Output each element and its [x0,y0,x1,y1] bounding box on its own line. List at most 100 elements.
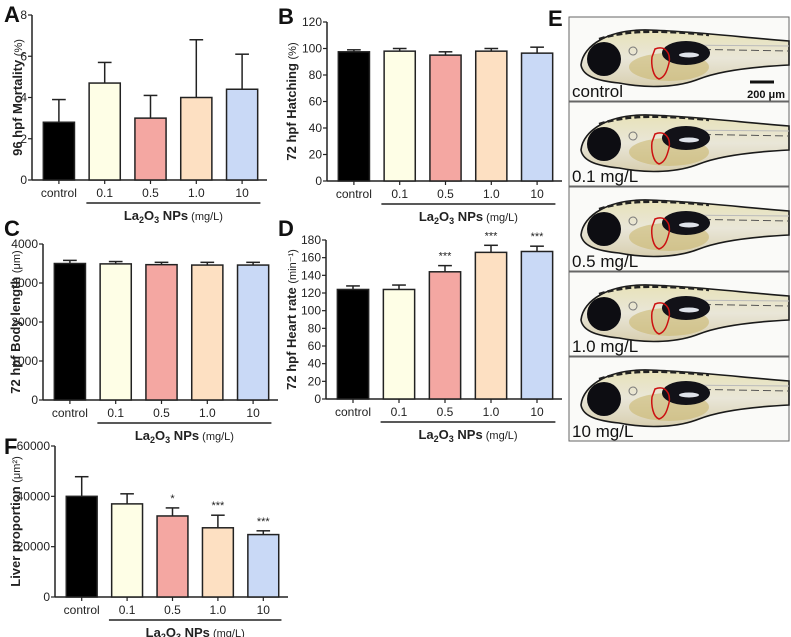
bar-control [65,495,98,598]
scale-bar-label: 200 μm [747,89,785,101]
liver-outline [651,47,671,80]
x-tick-label: 0.1 [391,405,408,419]
panel-label: E [548,6,563,31]
concentration-label: 0.1 mg/L [572,167,638,186]
bar-0.5 [134,117,167,181]
panel-label: C [4,216,20,241]
bar-0.5 [145,263,178,401]
y-tick-label: 20 [308,374,322,388]
bar-1.0 [474,50,508,182]
y-axis-label: 72 hpf Body length (μm) [8,250,23,393]
x-tick-label: 10 [530,405,544,419]
y-tick-label: 4000 [11,237,38,251]
panel-label: A [4,2,20,27]
liver-outline [651,387,671,420]
bar-control [336,288,370,400]
panel-label: D [278,216,294,241]
x-tick-label: control [335,405,371,419]
bar-1.0 [179,96,213,181]
bar-0.1 [110,503,144,598]
y-tick-label: 20 [309,148,323,162]
y-tick-label: 0 [314,392,321,406]
otic-vesicle [628,216,638,226]
otic-vesicle [628,386,638,396]
bladder-highlight [679,222,699,228]
panel-label: B [278,4,294,29]
bladder-highlight [679,392,699,398]
y-tick-label: 0 [315,174,322,188]
eye [587,42,621,76]
y-tick-label: 2000 [11,315,38,329]
significance-marker: *** [531,231,545,243]
x-group-label: La2O3 NPs (mg/L) [146,625,245,637]
y-tick-label: 6 [20,49,27,63]
x-tick-label: 1.0 [483,187,500,201]
x-tick-label: 0.1 [119,603,136,617]
bar-1.0 [190,264,224,401]
x-tick-label: 0.1 [391,187,408,201]
y-axis-label: 96 hpf Mortality (%) [10,39,25,156]
y-tick-label: 140 [301,268,321,282]
bladder-highlight [679,307,699,313]
bladder-highlight [679,137,699,143]
concentration-label: control [572,82,623,101]
y-tick-label: 100 [302,42,322,56]
significance-marker: *** [439,251,453,263]
bar-1.0 [474,251,508,400]
y-tick-label: 4 [20,91,27,105]
x-tick-label: 10 [530,187,544,201]
larva-image-frame: 10 mg/L [568,356,790,442]
significance-marker: * [170,493,175,505]
bar-10 [520,52,554,182]
eye [587,127,621,161]
y-tick-label: 60 [309,95,323,109]
significance-marker: *** [485,230,499,242]
otic-vesicle [628,301,638,311]
larva-image-frame: control 200 μm [568,16,790,102]
x-tick-label: 0.5 [437,187,454,201]
larva-image-frame: 1.0 mg/L [568,271,790,357]
x-group-label: La2O3 NPs (mg/L) [419,209,518,226]
y-axis-label: Liver proportion (μm²) [8,456,23,587]
pigment-stripe [598,285,710,296]
y-tick-label: 180 [301,233,321,247]
y-tick-label: 3000 [11,276,38,290]
y-tick-label: 0 [43,590,50,604]
liver-outline [651,302,671,335]
x-tick-label: 10 [235,186,249,200]
pigment-stripe [598,200,710,211]
x-tick-label: 0.5 [153,406,170,420]
y-axis-label: 72 hpf Heart rate (min⁻¹) [284,249,299,390]
y-tick-label: 40 [309,121,323,135]
panel-label: F [4,434,17,459]
pigment-stripe [598,115,710,126]
otic-vesicle [628,46,638,56]
y-tick-label: 100 [301,304,321,318]
concentration-label: 10 mg/L [572,422,633,441]
pigment-stripe [598,30,710,41]
bar-control [53,262,87,401]
x-tick-label: 10 [246,406,260,420]
y-tick-label: 0 [31,393,38,407]
y-axis-label: 72 hpf Hatching (%) [284,42,299,160]
panel-a-chart: A 0 2 4 6 8 96 hpf Mortality (%) control 0.1 0.5 1… [4,2,267,225]
eye [587,382,621,416]
y-tick-label: 60000 [17,439,51,453]
x-group-label: La2O3 NPs (mg/L) [135,428,234,445]
eye [587,212,621,246]
bar-0.5 [429,54,462,182]
bar-control [337,51,371,182]
y-tick-label: 60 [308,339,322,353]
otic-vesicle [628,131,638,141]
y-tick-label: 40 [308,357,322,371]
x-tick-label: 0.1 [96,186,113,200]
x-group-label: La2O3 NPs (mg/L) [418,427,517,444]
pigment-stripe [598,370,710,381]
liver-outline [651,217,671,250]
x-tick-label: 1.0 [199,406,216,420]
y-tick-label: 1000 [11,354,38,368]
